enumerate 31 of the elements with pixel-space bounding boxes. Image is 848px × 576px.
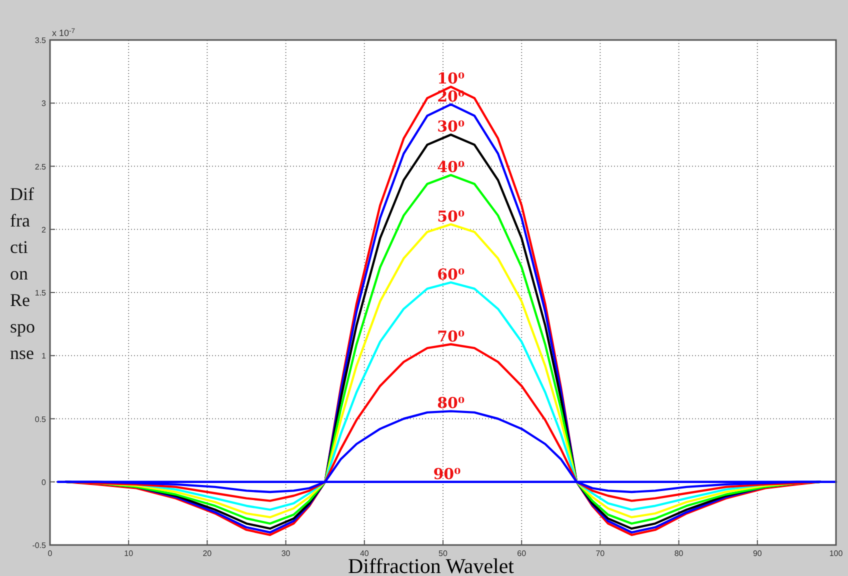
x-tick-label: 100	[829, 549, 844, 558]
y-tick-label: 1	[42, 352, 47, 361]
y-tick-label: 0	[42, 478, 47, 487]
x-tick-label: 0	[48, 549, 53, 558]
x-tick-label: 50	[438, 549, 448, 558]
y-tick-label: 3.5	[34, 36, 47, 45]
x-tick-label: 80	[674, 549, 684, 558]
x-tick-label: 20	[202, 549, 212, 558]
series-label: 30⁰	[437, 118, 466, 136]
series-label: 50⁰	[437, 207, 466, 226]
series-label: 40⁰	[437, 158, 466, 176]
series-label: 60⁰	[437, 265, 466, 284]
x-tick-label: 60	[517, 549, 527, 558]
y-tick-label: 2.5	[34, 162, 47, 172]
series-label: 80⁰	[437, 394, 466, 412]
y-tick-label: 0.5	[34, 414, 47, 424]
series-label: 90⁰	[433, 464, 462, 483]
x-tick-label: 10	[124, 549, 134, 558]
y-tick-label: 1.5	[34, 288, 47, 298]
x-tick-label: 70	[596, 549, 606, 558]
y-tick-label: 2	[42, 225, 47, 234]
series-label: 20⁰	[437, 87, 466, 106]
text: x 10$^{-7}$	[52, 28, 76, 38]
series-label: 10⁰	[437, 70, 466, 88]
x-tick-label: 90	[752, 549, 762, 558]
x-tick-label: 30	[281, 549, 291, 558]
series-label: 70⁰	[437, 327, 466, 346]
x-tick-label: 40	[360, 549, 370, 558]
y-tick-label: 3	[42, 99, 47, 108]
y-tick-label: -0.5	[32, 541, 47, 550]
y-axis-title: Diffraction Response	[10, 184, 36, 363]
